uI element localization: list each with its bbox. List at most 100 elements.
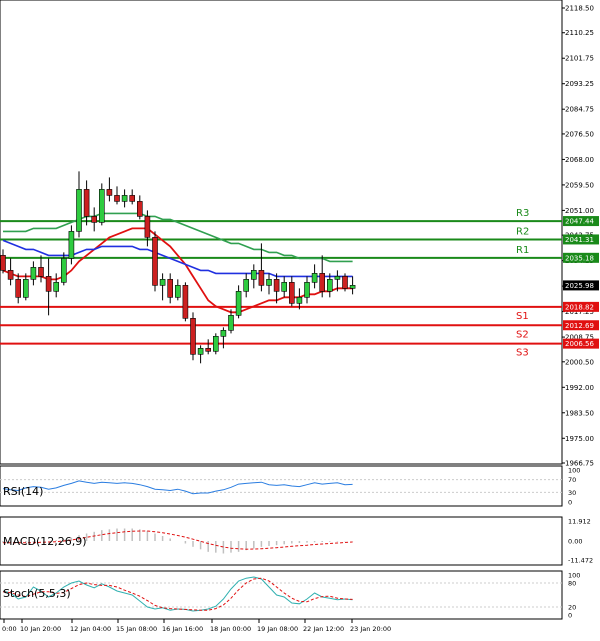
y-tick-label: 2051.00: [565, 207, 594, 215]
candle-body: [213, 336, 219, 352]
candle-body: [7, 270, 14, 280]
candle-body: [205, 348, 211, 352]
candle-body: [288, 282, 295, 304]
level-tag-s2: [563, 320, 599, 331]
candle-body: [296, 297, 303, 304]
candle-body: [349, 285, 356, 289]
level-tag-r2: [563, 234, 599, 245]
candle-body: [235, 291, 242, 316]
candle-body: [311, 273, 318, 283]
sub-panel-frame: [0, 465, 563, 507]
y-tick-label: 2059.50: [565, 181, 594, 189]
candle-body: [266, 279, 272, 286]
candle-body: [228, 315, 234, 331]
candle-body: [304, 282, 310, 298]
candle-body: [175, 285, 181, 298]
candle-body: [129, 195, 135, 202]
sub-panel-frame: [0, 570, 563, 620]
candle-body: [91, 216, 97, 223]
level-label: S3: [516, 348, 529, 359]
candle-body: [251, 270, 257, 280]
y-tick-label: 1992.00: [565, 384, 594, 392]
level-value: 2047.44: [565, 218, 594, 226]
sub-panel-frame: [0, 516, 563, 566]
y-tick-label: 0: [568, 612, 572, 620]
x-tick-label: 12 Jan 04:00: [70, 625, 111, 633]
y-tick-label: 2084.75: [565, 106, 594, 114]
level-value: 2035.18: [565, 254, 594, 262]
y-tick-label: 1983.50: [565, 409, 594, 417]
candle-body: [60, 258, 67, 283]
macd-signal-line: [3, 530, 353, 550]
x-tick-label: 19 Jan 08:00: [257, 625, 298, 633]
candle-body: [182, 285, 189, 319]
candle-body: [45, 276, 52, 292]
candle-body: [99, 189, 105, 223]
x-tick-label: 22 Jan 12:00: [303, 625, 344, 633]
candle-body: [334, 276, 341, 280]
main-panel-frame: [0, 0, 563, 465]
candle-body: [76, 189, 82, 232]
y-tick-label: 2017.25: [565, 308, 594, 316]
rsi-line: [2, 480, 353, 495]
y-tick-label: 2068.00: [565, 156, 594, 164]
stoch-line: [2, 577, 353, 611]
last-price-tag: [563, 280, 599, 291]
y-tick-label: 0.00: [568, 538, 582, 546]
candle-body: [342, 276, 348, 289]
macd-label: MACD(12,26,9): [3, 535, 87, 548]
y-tick-label: 20: [568, 604, 576, 612]
y-tick-label: 70: [568, 476, 576, 484]
y-tick-label: 2008.75: [565, 334, 594, 342]
y-tick-label: 2076.50: [565, 130, 594, 138]
x-tick-label: 16 Jan 16:00: [162, 625, 203, 633]
level-value: 2018.82: [565, 303, 594, 311]
y-tick-label: 2000.50: [565, 358, 594, 366]
x-tick-label: 15 Jan 08:00: [116, 625, 157, 633]
candle-body: [197, 348, 204, 355]
level-tag-s3: [563, 338, 599, 349]
level-label: S1: [516, 311, 529, 322]
candle-body: [121, 195, 128, 202]
candle-body: [273, 279, 280, 292]
level-value: 2006.56: [565, 340, 594, 348]
candle-body: [30, 267, 37, 280]
level-label: R1: [516, 245, 529, 256]
candle-body: [137, 201, 143, 217]
candle-body: [38, 267, 44, 277]
x-tick-label: 10 Jan 20:00: [20, 625, 61, 633]
candle-body: [281, 282, 288, 292]
x-tick-label: 23 Jan 20:00: [350, 625, 391, 633]
x-tick-label: 18 Jan 00:00: [210, 625, 251, 633]
y-tick-label: 11.912: [568, 518, 591, 526]
candle-body: [144, 216, 151, 238]
y-tick-label: 2118.50: [565, 5, 594, 13]
y-tick-label: 1975.00: [565, 435, 594, 443]
rsi-label: RSI(14): [3, 485, 43, 498]
y-tick-label: 2093.25: [565, 80, 594, 88]
level-tag-r3: [563, 216, 599, 227]
level-label: R2: [516, 226, 529, 237]
candle-body: [15, 279, 21, 298]
candle-body: [319, 273, 326, 292]
candle-body: [0, 255, 6, 271]
candle-body: [114, 195, 120, 202]
candle-body: [258, 270, 265, 286]
candle-body: [68, 231, 75, 259]
level-value: 2012.69: [565, 322, 594, 330]
y-tick-label: 80: [568, 580, 576, 588]
candle-body: [243, 279, 249, 292]
moving-average-line: [2, 239, 353, 278]
candle-body: [106, 189, 113, 196]
level-label: R3: [516, 208, 529, 219]
y-tick-label: 1966.75: [565, 460, 594, 468]
y-tick-label: 100: [568, 467, 580, 475]
last-price-label: 2025.98: [565, 282, 594, 290]
level-tag-s1: [563, 301, 599, 312]
stoch-label: Stoch(5,5,3): [3, 587, 71, 600]
stoch-line: [2, 576, 353, 612]
candle-body: [152, 237, 158, 286]
level-label: S2: [516, 329, 529, 340]
